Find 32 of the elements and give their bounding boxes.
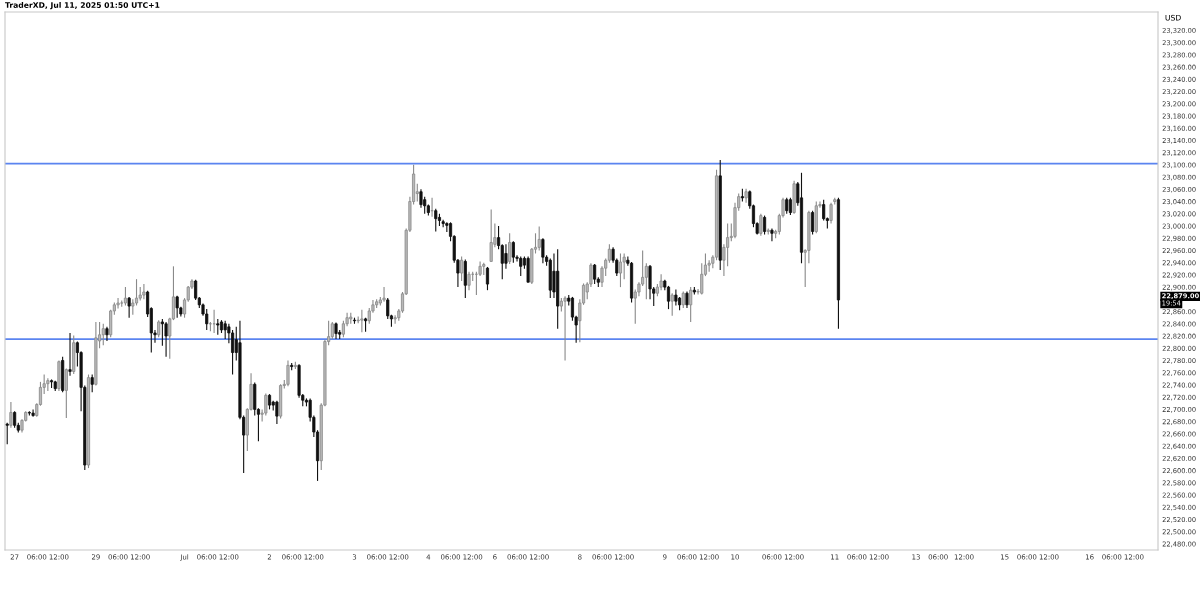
candlestick (811, 210, 815, 236)
candlestick (467, 271, 471, 291)
candlestick (489, 208, 493, 262)
candlestick (537, 226, 541, 251)
candlestick (644, 262, 648, 300)
candlestick (504, 243, 508, 270)
candlestick (541, 237, 545, 264)
candlestick (822, 199, 826, 222)
candlestick (360, 309, 364, 333)
candlestick (511, 240, 515, 264)
candlestick (563, 295, 567, 362)
candlestick (463, 259, 467, 299)
candlestick (485, 266, 490, 291)
candlestick (142, 283, 146, 300)
candlestick (382, 286, 386, 303)
candlestick (829, 202, 833, 225)
candlestick (770, 227, 774, 242)
candlestick (508, 232, 512, 265)
candlestick (64, 367, 68, 419)
candlestick (46, 377, 50, 392)
candlestick (670, 292, 674, 317)
candlestick (164, 321, 168, 358)
candlestick (9, 401, 13, 429)
candlestick (460, 255, 464, 282)
candlestick (101, 323, 105, 346)
candlestick (286, 359, 290, 387)
candlestick (526, 255, 530, 283)
candlestick (386, 297, 390, 320)
candlestick (759, 213, 763, 237)
candlestick (31, 408, 35, 418)
candlestick (223, 320, 227, 340)
candlestick (68, 332, 72, 377)
